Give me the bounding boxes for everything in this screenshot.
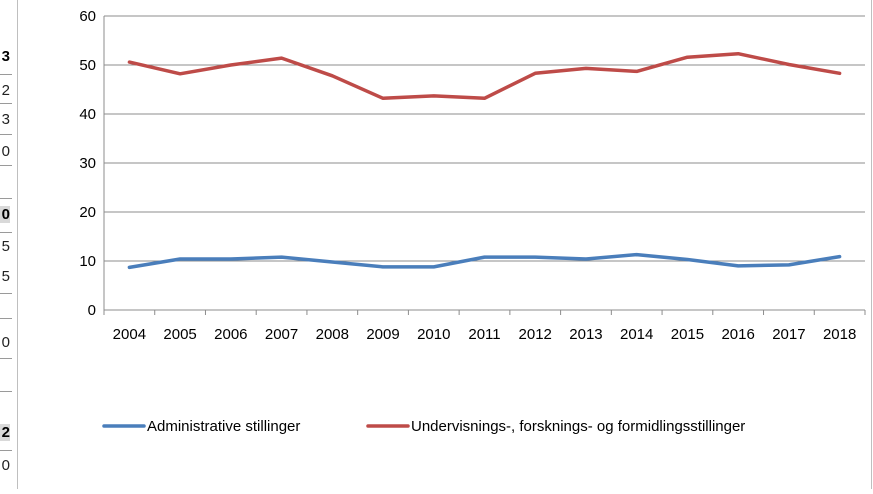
- x-tick-label: 2005: [163, 326, 196, 343]
- cell-fragment: 5: [0, 238, 10, 255]
- y-tick-label: 40: [79, 106, 96, 123]
- cell-border: [0, 358, 12, 359]
- legend-label: Administrative stillinger: [147, 418, 300, 435]
- x-tick-label: 2015: [671, 326, 704, 343]
- x-tick-label: 2007: [265, 326, 298, 343]
- cell-fragment: 0: [0, 206, 10, 223]
- x-tick-label: 2008: [316, 326, 349, 343]
- series-lines: [129, 54, 839, 268]
- spreadsheet-cell-strip: 3 2 3 0 0 5 5 0 2 0: [0, 0, 18, 489]
- cell-fragment: 3: [0, 111, 10, 128]
- cell-border: [0, 165, 12, 166]
- x-tick-label: 2018: [823, 326, 856, 343]
- x-tick-label: 2013: [569, 326, 602, 343]
- cell-border: [0, 198, 12, 199]
- cell-fragment: 5: [0, 268, 10, 285]
- y-tick-label: 50: [79, 57, 96, 74]
- x-tick-label: 2006: [214, 326, 247, 343]
- y-tick-label: 30: [79, 155, 96, 172]
- cell-fragment: 0: [0, 143, 10, 160]
- cell-border: [0, 318, 12, 319]
- legend-label: Undervisnings-, forsknings- og formidlin…: [411, 418, 745, 435]
- y-axis: 0 10 20 30 40 50 60: [79, 8, 104, 319]
- y-tick-label: 10: [79, 253, 96, 270]
- cell-border: [0, 232, 12, 233]
- cell-border: [0, 134, 12, 135]
- cell-fragment: 0: [0, 457, 10, 474]
- cell-border: [0, 450, 12, 451]
- cell-border: [0, 391, 12, 392]
- x-tick-label: 2016: [721, 326, 754, 343]
- y-tick-label: 20: [79, 204, 96, 221]
- x-tick-label: 2014: [620, 326, 653, 343]
- y-tick-label: 0: [88, 302, 96, 319]
- cell-border: [0, 74, 12, 75]
- cell-fragment: 2: [0, 424, 10, 441]
- y-tick-label: 60: [79, 8, 96, 25]
- x-tick-label: 2004: [113, 326, 146, 343]
- cell-border: [0, 103, 12, 104]
- x-tick-label: 2012: [519, 326, 552, 343]
- x-tick-label: 2017: [772, 326, 805, 343]
- cell-border: [0, 293, 12, 294]
- x-tick-label: 2011: [468, 326, 500, 343]
- legend: Administrative stillinger Undervisnings-,…: [104, 418, 745, 435]
- x-tick-label: 2009: [366, 326, 399, 343]
- series-line-1: [129, 54, 839, 99]
- cell-fragment: 0: [0, 334, 10, 351]
- gridlines: [104, 16, 865, 261]
- cell-fragment: 2: [0, 82, 10, 99]
- cell-fragment: 3: [0, 48, 10, 65]
- x-axis: 2004 2005 2006 2007 2008 2009 2010 2011 2012 2013…: [104, 310, 865, 343]
- x-tick-label: 2010: [417, 326, 450, 343]
